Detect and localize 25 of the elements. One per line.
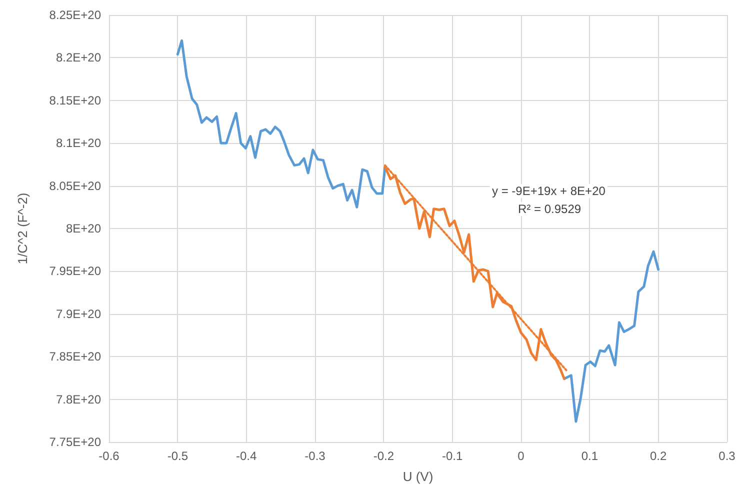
x-axis-title: U (V) <box>402 469 434 484</box>
x-tick-label: -0.1 <box>442 449 463 463</box>
x-tick-label: -0.2 <box>373 449 394 463</box>
x-tick-label: 0.1 <box>581 449 598 463</box>
y-axis-title: 1/C^2 (F^-2) <box>15 192 30 264</box>
x-tick-label: 0.2 <box>650 449 667 463</box>
x-tick-label: -0.3 <box>304 449 326 463</box>
y-tick-label: 7.8E+20 <box>56 392 102 406</box>
y-tick-label: 7.85E+20 <box>49 350 102 364</box>
x-tick-label: -0.5 <box>167 449 188 463</box>
y-tick-label: 8.05E+20 <box>49 178 102 193</box>
y-tick-label: 8.1E+20 <box>56 136 102 150</box>
y-tick-label: 7.75E+20 <box>49 435 102 449</box>
y-tick-label: 7.95E+20 <box>49 264 102 278</box>
y-tick-label: 8.25E+20 <box>49 8 102 22</box>
x-tick-label: 0.3 <box>718 449 736 463</box>
y-tick-label: 7.9E+20 <box>56 306 102 321</box>
annotation: y = -9E+19x + 8E+20 <box>492 184 606 198</box>
x-tick-label: -0.6 <box>98 449 120 463</box>
y-tick-label: 8.2E+20 <box>56 50 102 65</box>
x-tick-label: 0 <box>518 449 525 463</box>
annotation: R² = 0.9529 <box>518 202 582 216</box>
x-tick-label: -0.4 <box>236 449 257 463</box>
y-tick-label: 8E+20 <box>66 222 102 236</box>
y-tick-label: 8.15E+20 <box>49 93 102 108</box>
